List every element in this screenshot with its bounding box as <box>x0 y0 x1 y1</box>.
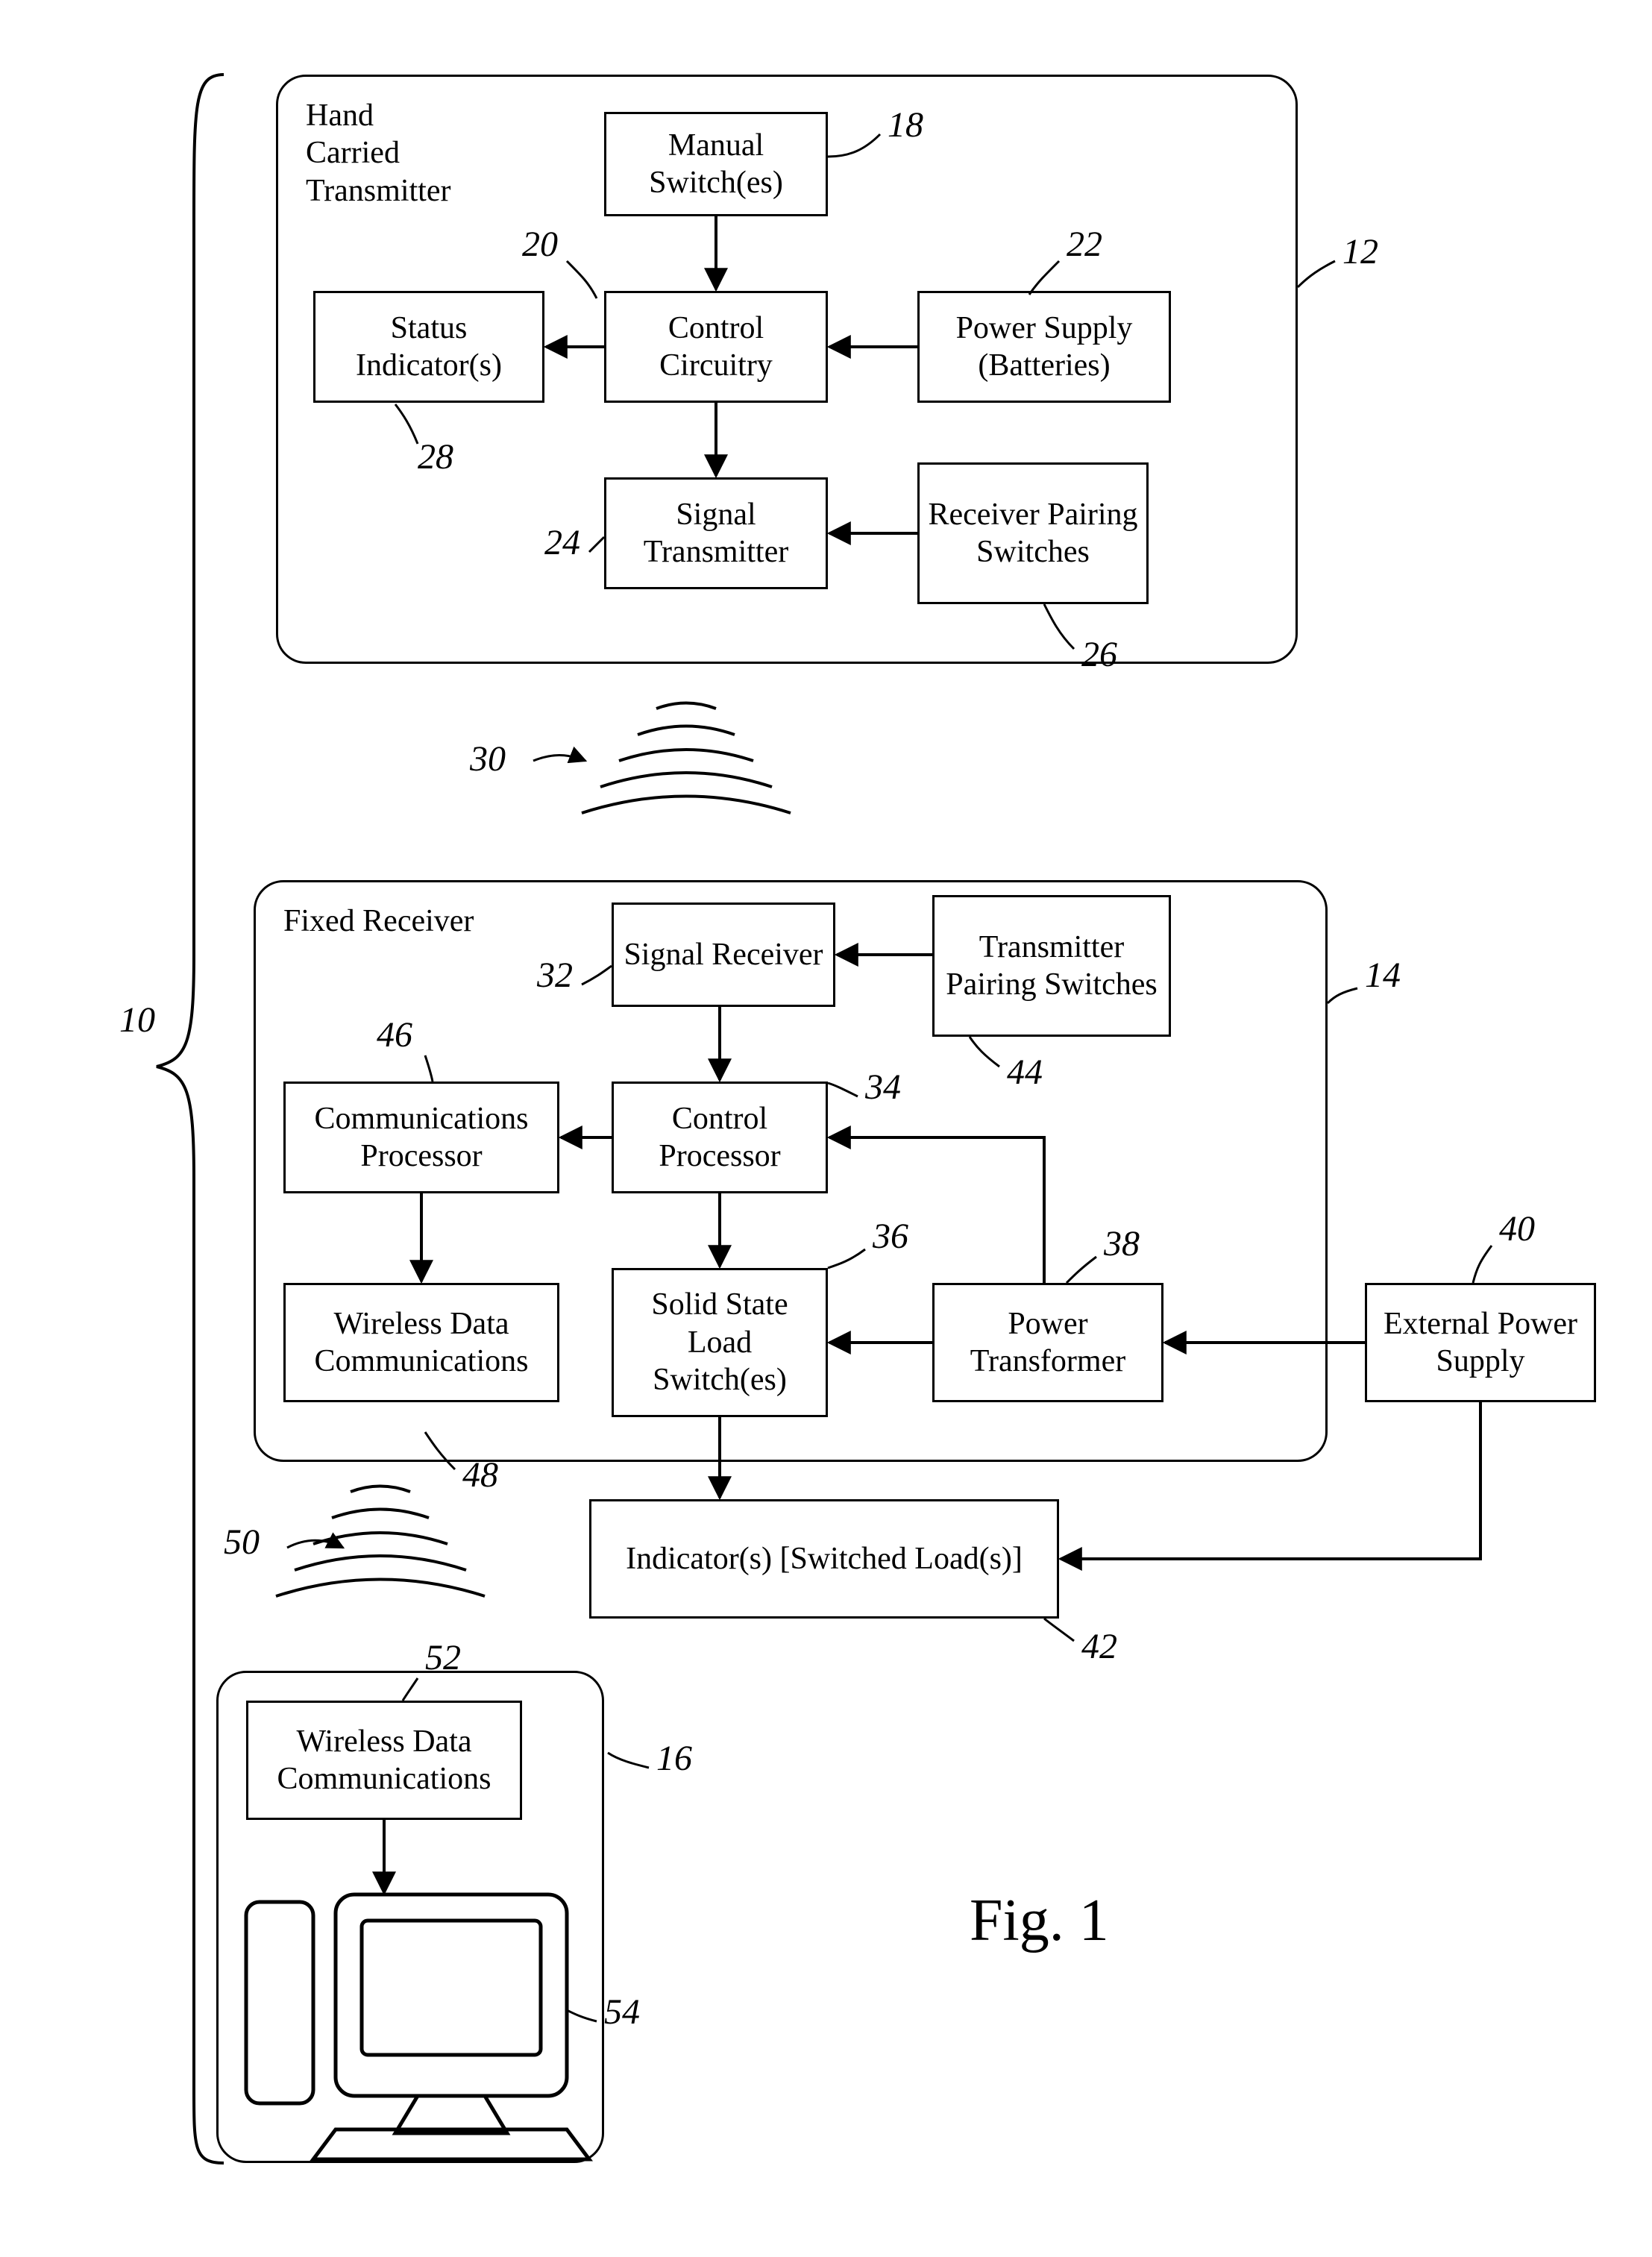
box-comm-processor: Communications Processor <box>283 1082 559 1193</box>
figure-caption: Fig. 1 <box>970 1887 1109 1955</box>
box-signal-receiver: Signal Receiver <box>612 903 835 1007</box>
ref-34: 34 <box>865 1067 901 1108</box>
box-power-transformer: Power Transformer <box>932 1283 1163 1402</box>
text-manual-switch: Manual Switch(es) <box>614 127 818 202</box>
text-control-circuitry: Control Circuitry <box>614 310 818 385</box>
box-ss-switch: Solid State Load Switch(es) <box>612 1268 828 1417</box>
ref-40: 40 <box>1499 1208 1535 1249</box>
ref-16: 16 <box>656 1738 692 1779</box>
ref-52: 52 <box>425 1637 461 1678</box>
box-receiver-pairing: Receiver Pairing Switches <box>917 462 1149 604</box>
text-computer-wireless: Wireless Data Communications <box>256 1723 512 1798</box>
ref-28: 28 <box>418 436 453 477</box>
receiver-title: Fixed Receiver <box>283 903 474 940</box>
box-status-indicators: Status Indicator(s) <box>313 291 544 403</box>
box-wireless-data: Wireless Data Communications <box>283 1283 559 1402</box>
ref-22: 22 <box>1067 224 1102 265</box>
text-wireless-data: Wireless Data Communications <box>293 1305 550 1381</box>
ref-12: 12 <box>1342 231 1378 272</box>
ref-32: 32 <box>537 955 573 996</box>
ref-24: 24 <box>544 522 580 563</box>
figure-canvas: 10 Hand Carried Transmitter Manual Switc… <box>0 0 1652 2257</box>
ref-50: 50 <box>224 1522 260 1563</box>
ref-46: 46 <box>377 1014 412 1055</box>
box-control-circuitry: Control Circuitry <box>604 291 828 403</box>
ref-54: 54 <box>604 1991 640 2032</box>
box-signal-transmitter: Signal Transmitter <box>604 477 828 589</box>
box-indicators: Indicator(s) [Switched Load(s)] <box>589 1499 1059 1619</box>
text-ss-switch: Solid State Load Switch(es) <box>621 1286 818 1399</box>
transmitter-title: Hand Carried Transmitter <box>306 97 450 210</box>
ref-42: 42 <box>1081 1626 1117 1667</box>
box-power-supply: Power Supply (Batteries) <box>917 291 1171 403</box>
ref-18: 18 <box>888 104 923 145</box>
ref-20: 20 <box>522 224 558 265</box>
text-signal-transmitter: Signal Transmitter <box>614 496 818 571</box>
text-power-transformer: Power Transformer <box>942 1305 1154 1381</box>
text-status-indicators: Status Indicator(s) <box>323 310 535 385</box>
text-indicators: Indicator(s) [Switched Load(s)] <box>626 1540 1023 1578</box>
ref-10: 10 <box>119 999 155 1040</box>
ref-36: 36 <box>873 1216 908 1257</box>
text-control-processor: Control Processor <box>621 1100 818 1175</box>
ref-30: 30 <box>470 738 506 779</box>
ref-48: 48 <box>462 1454 498 1495</box>
box-external-power: External Power Supply <box>1365 1283 1596 1402</box>
text-external-power: External Power Supply <box>1375 1305 1586 1381</box>
text-tx-pairing: Transmitter Pairing Switches <box>942 929 1161 1004</box>
ref-38: 38 <box>1104 1223 1140 1264</box>
ref-14: 14 <box>1365 955 1401 996</box>
text-signal-receiver: Signal Receiver <box>624 936 823 973</box>
box-tx-pairing: Transmitter Pairing Switches <box>932 895 1171 1037</box>
text-power-supply: Power Supply (Batteries) <box>927 310 1161 385</box>
ref-44: 44 <box>1007 1052 1043 1093</box>
box-manual-switch: Manual Switch(es) <box>604 112 828 216</box>
box-computer-wireless: Wireless Data Communications <box>246 1701 522 1820</box>
text-receiver-pairing: Receiver Pairing Switches <box>927 496 1139 571</box>
box-control-processor: Control Processor <box>612 1082 828 1193</box>
ref-26: 26 <box>1081 634 1117 675</box>
text-comm-processor: Communications Processor <box>293 1100 550 1175</box>
